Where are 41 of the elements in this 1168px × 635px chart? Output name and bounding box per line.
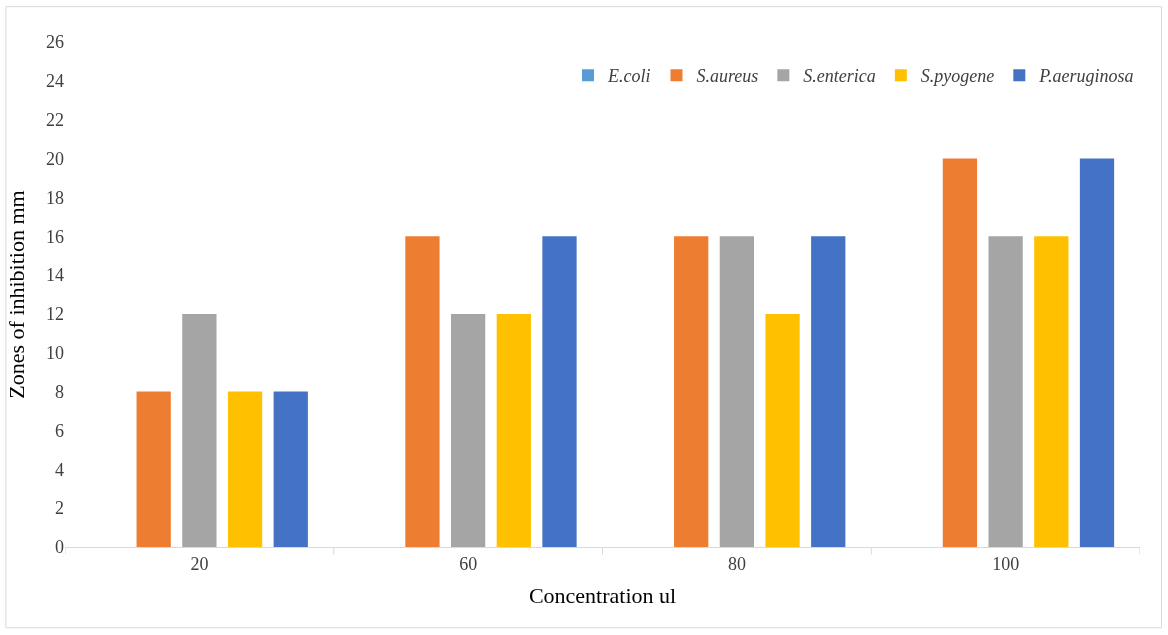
y-tick-label: 22 <box>46 109 64 130</box>
y-tick-label: 24 <box>46 71 64 92</box>
bar <box>942 158 978 547</box>
bar <box>136 391 171 547</box>
x-axis-title: Concentration ul <box>528 583 677 609</box>
bar <box>811 236 846 547</box>
bar <box>496 313 531 547</box>
bar <box>182 313 217 547</box>
y-tick-label: 16 <box>46 226 64 247</box>
legend-label: S.aureus <box>696 66 759 87</box>
x-tick-label: 20 <box>190 553 209 574</box>
legend-label: S.pyogene <box>920 66 995 87</box>
bar <box>674 236 709 547</box>
bar <box>273 391 308 547</box>
bar <box>450 313 486 547</box>
bar <box>1034 236 1069 547</box>
x-tick-label: 60 <box>459 553 478 574</box>
y-axis-title: Zones of inhibition mm <box>3 190 29 399</box>
bar <box>988 236 1023 547</box>
y-tick-label: 20 <box>46 148 64 169</box>
y-tick-label: 4 <box>55 459 64 480</box>
legend-label: E.coli <box>607 66 651 87</box>
y-tick-label: 18 <box>46 187 64 208</box>
y-tick-label: 26 <box>46 32 64 53</box>
y-tick-label: 8 <box>55 381 64 402</box>
y-tick-label: 2 <box>55 498 64 519</box>
bar <box>719 236 755 547</box>
legend-label: S.enterica <box>803 66 876 87</box>
bar <box>1079 158 1115 547</box>
y-tick-label: 10 <box>46 343 64 364</box>
x-tick-label: 100 <box>992 553 1020 574</box>
x-tick-label: 80 <box>727 553 746 574</box>
y-tick-label: 14 <box>46 265 64 286</box>
bar <box>227 391 263 547</box>
legend-label: P.aeruginosa <box>1038 66 1134 87</box>
bar <box>542 236 577 547</box>
y-tick-label: 0 <box>55 537 64 558</box>
y-tick-label: 6 <box>55 420 64 441</box>
bar <box>405 236 440 547</box>
bar <box>765 313 800 547</box>
y-tick-label: 12 <box>46 304 64 325</box>
